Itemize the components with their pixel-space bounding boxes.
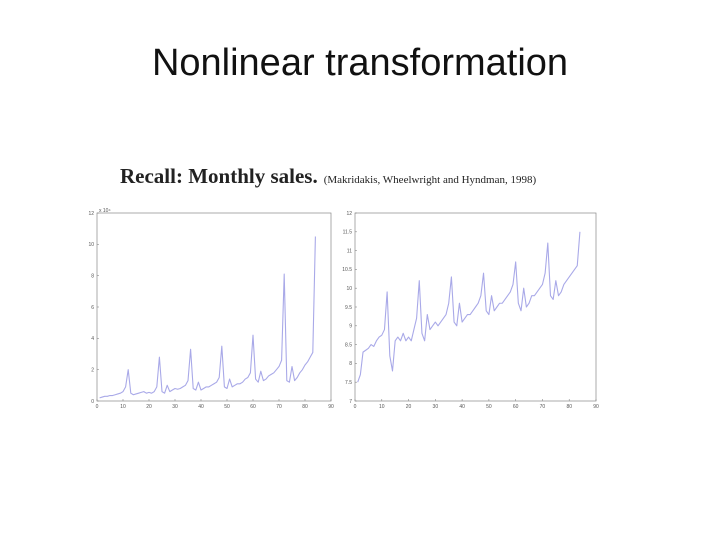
y-tick-label: 6	[91, 305, 94, 311]
plot-frame	[96, 212, 332, 402]
y-tick-label: 0	[91, 399, 94, 405]
y-tick-label: 10	[346, 286, 352, 292]
y-tick-label: 8.5	[345, 342, 352, 348]
x-tick-label: 20	[146, 404, 152, 410]
x-tick-label: 60	[250, 404, 256, 410]
y-tick-label: 11.5	[343, 230, 353, 236]
x-tick-label: 40	[459, 404, 465, 410]
x-tick-label: 30	[172, 404, 178, 410]
x-tick-label: 20	[406, 404, 412, 410]
x-tick-label: 90	[593, 404, 599, 410]
x-tick-label: 80	[302, 404, 308, 410]
x-tick-label: 0	[354, 404, 357, 410]
y-tick-label: 9	[349, 324, 352, 330]
x-tick-label: 0	[96, 404, 99, 410]
x-tick-label: 90	[328, 404, 334, 410]
x-tick-label: 70	[540, 404, 546, 410]
x-tick-label: 70	[276, 404, 282, 410]
y-tick-label: 12	[346, 211, 352, 217]
x-tick-label: 80	[566, 404, 572, 410]
y-tick-label: 10.5	[342, 267, 352, 273]
x-tick-label: 10	[120, 404, 126, 410]
caption-heading: Recall: Monthly sales.	[120, 164, 318, 188]
x-tick-label: 30	[433, 404, 439, 410]
caption-citation: (Makridakis, Wheelwright and Hyndman, 19…	[323, 174, 537, 186]
y-tick-label: 10	[88, 242, 94, 248]
x-tick-label: 50	[486, 404, 492, 410]
y-tick-label: 8	[349, 361, 352, 367]
y-tick-label: 7.5	[345, 380, 352, 386]
y-multiplier-label: x 10⁴	[99, 208, 111, 214]
log-monthly-sales-chart: 0 10 20 30 40 50 60 70 80 90 7 7.5 8 8.5 9 9.5 10 10.5 11 1…	[342, 211, 599, 410]
slide-title: Nonlinear transformation	[151, 42, 569, 84]
y-tick-label: 8	[91, 273, 94, 279]
monthly-sales-chart: 0 10 20 30 40 50 60 70 80 90 0 2 4 6 8 10 12 x 10⁴	[88, 208, 334, 410]
series-line	[99, 236, 316, 399]
y-tick-label: 9.5	[345, 305, 352, 311]
y-tick-label: 7	[349, 399, 352, 405]
chart-caption: Recall: Monthly sales. (Makridakis, Whee…	[120, 164, 536, 189]
x-tick-label: 60	[513, 404, 519, 410]
y-tick-label: 12	[88, 211, 94, 217]
y-tick-label: 11	[347, 248, 352, 254]
y-tick-label: 4	[91, 336, 94, 342]
x-tick-label: 10	[379, 404, 385, 410]
x-tick-label: 40	[198, 404, 204, 410]
x-tick-label: 50	[224, 404, 230, 410]
series-line	[357, 231, 581, 383]
y-tick-label: 2	[91, 367, 94, 373]
